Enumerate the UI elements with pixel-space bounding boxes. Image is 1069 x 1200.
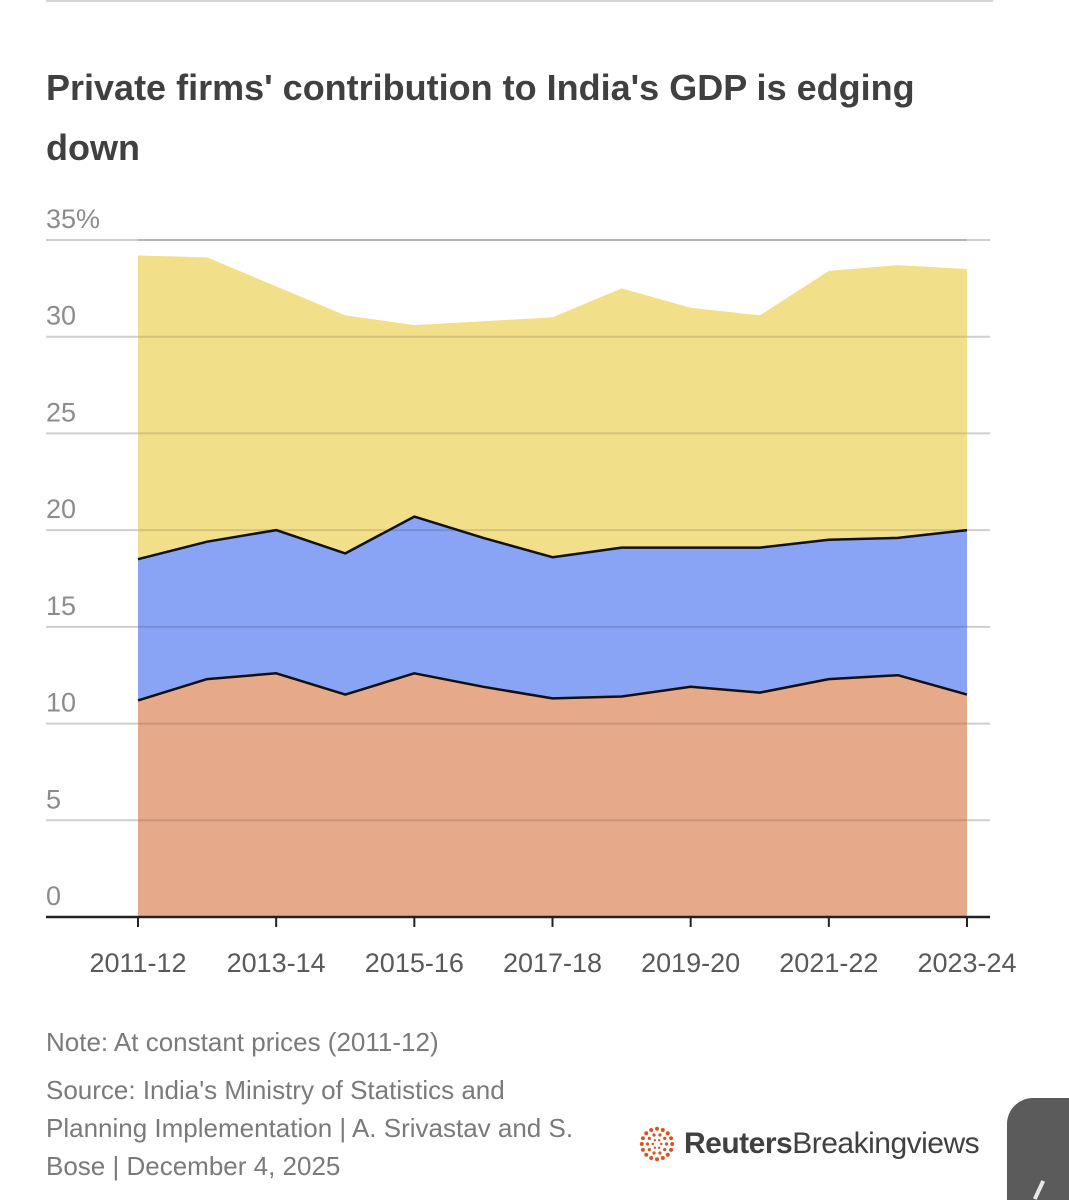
x-tick-label: 2013-14 xyxy=(227,948,326,978)
x-tick-label: 2021-22 xyxy=(779,948,878,978)
logo-dot xyxy=(640,1147,645,1152)
corner-overlay xyxy=(1007,1098,1069,1200)
y-tick-label: 0 xyxy=(46,881,61,911)
logo-dot xyxy=(670,1142,675,1146)
logo-dot xyxy=(647,1147,651,1152)
logo-dot xyxy=(645,1142,650,1146)
logo-dot xyxy=(652,1151,656,1155)
logo-dot xyxy=(663,1136,667,1141)
logo-dot xyxy=(640,1136,645,1141)
x-tick-label: 2017-18 xyxy=(503,948,602,978)
logo-dot xyxy=(660,1142,663,1146)
y-tick-label: 15 xyxy=(46,591,76,621)
chart-note: Note: At constant prices (2011-12) xyxy=(46,1027,439,1057)
series-boundary-line-1 xyxy=(137,672,968,702)
logo-dot xyxy=(669,1136,674,1141)
logo-dot xyxy=(653,1139,657,1142)
logo-dot xyxy=(644,1131,649,1136)
x-tick-label: 2011-12 xyxy=(89,948,186,978)
stacked-area-chart: 35% 30 25 20 15 10 5 0 2011-12 2013-14 2015-16 2017… xyxy=(46,204,1017,978)
logo-dot xyxy=(669,1147,674,1152)
logo-dot xyxy=(644,1152,649,1157)
x-tick-label: 2019-20 xyxy=(641,948,740,978)
logo-dot xyxy=(649,1156,654,1161)
logo-bold: Reuters xyxy=(684,1127,793,1160)
logo-wordmark: ReutersBreakingviews xyxy=(684,1127,980,1161)
series-boundary-line-2 xyxy=(137,515,968,561)
chart-source: Source: India's Ministry of Statistics a… xyxy=(46,1075,574,1181)
top-rule xyxy=(46,0,993,2)
logo-dot xyxy=(639,1142,644,1146)
axis-labels: 35% 30 25 20 15 10 5 0 2011-12 2013-14 2015-16 2017… xyxy=(46,204,1017,978)
logo-dot xyxy=(655,1157,659,1162)
logo-dot xyxy=(658,1133,662,1137)
reuters-dots-icon xyxy=(639,1126,675,1162)
logo-dot xyxy=(647,1136,651,1141)
logo-dot xyxy=(658,1151,662,1155)
logo-dot xyxy=(660,1156,665,1161)
y-tick-label: 35% xyxy=(46,204,100,234)
logo-dot xyxy=(653,1146,657,1149)
logo-dot xyxy=(649,1127,654,1132)
reuters-breakingviews-logo: ReutersBreakingviews xyxy=(638,1122,980,1166)
logo-dot xyxy=(660,1127,665,1132)
area-series-1 xyxy=(138,673,967,917)
logo-dot xyxy=(665,1131,670,1136)
y-tick-label: 30 xyxy=(46,301,76,331)
area-series-2 xyxy=(138,516,967,701)
y-tick-label: 10 xyxy=(46,688,76,718)
boundary-lines xyxy=(137,515,968,702)
x-tick-label: 2015-16 xyxy=(365,948,464,978)
logo-dot xyxy=(651,1142,654,1146)
logo-regular: Breakingviews xyxy=(792,1127,980,1160)
y-tick-label: 25 xyxy=(46,397,76,427)
logo-dot xyxy=(657,1139,661,1142)
x-tick-label: 2023-24 xyxy=(917,948,1016,978)
logo-dot xyxy=(657,1146,661,1149)
y-tick-label: 5 xyxy=(46,784,61,814)
chart-title: Private firms' contribution to India's G… xyxy=(46,67,915,168)
area-series xyxy=(138,239,967,917)
logo-dot xyxy=(665,1152,670,1157)
logo-dot xyxy=(652,1133,656,1137)
logo-dot xyxy=(655,1126,659,1131)
logo-dot xyxy=(664,1142,669,1146)
logo-dot xyxy=(663,1147,667,1152)
y-tick-label: 20 xyxy=(46,494,76,524)
area-series-3 xyxy=(138,255,967,560)
axes xyxy=(46,915,990,927)
